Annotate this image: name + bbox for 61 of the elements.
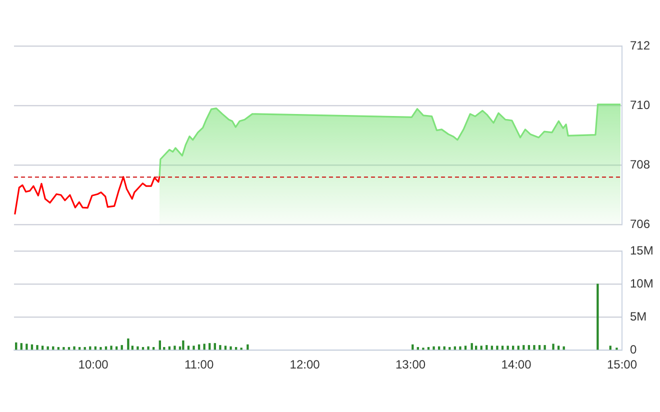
y-tick-label: 712 — [630, 38, 650, 52]
bar — [470, 343, 473, 350]
y-tick-label: 10M — [630, 276, 654, 290]
x-tick-label: 11:00 — [184, 358, 214, 372]
y-tick-label: 706 — [630, 217, 650, 232]
bar — [110, 346, 112, 350]
bar — [136, 346, 139, 350]
bar — [544, 345, 546, 350]
bar — [475, 346, 478, 350]
bar — [432, 346, 435, 350]
bar — [174, 346, 176, 350]
y-tick-label: 0 — [630, 342, 637, 356]
bar — [127, 338, 130, 350]
x-tick-label: 15:00 — [606, 358, 638, 372]
bar — [187, 346, 190, 350]
bar — [246, 344, 249, 350]
bar — [203, 344, 206, 350]
y-tick-label: 5M — [630, 309, 647, 324]
bar — [538, 345, 541, 350]
bar — [120, 345, 123, 350]
bar — [62, 347, 65, 350]
bar — [100, 347, 102, 350]
bar — [480, 346, 482, 350]
bar — [490, 346, 494, 350]
bar — [512, 346, 514, 350]
bar — [459, 346, 462, 350]
bar — [26, 344, 28, 350]
bar — [73, 346, 76, 350]
bar — [182, 340, 184, 350]
bar — [36, 345, 38, 350]
y-tick-label: 15M — [630, 244, 654, 258]
bar — [214, 343, 216, 350]
x-tick-label: 14:00 — [501, 358, 532, 372]
bar — [517, 346, 520, 350]
x-tick-label: 13:00 — [396, 358, 426, 372]
bar — [147, 346, 150, 350]
x-tick-label: 12:00 — [290, 358, 320, 372]
bar — [496, 346, 498, 350]
bar — [208, 343, 211, 350]
bar — [506, 346, 509, 350]
bar — [20, 343, 22, 350]
y-tick-label: 710 — [630, 98, 650, 112]
bar — [533, 345, 536, 350]
bar — [486, 345, 488, 350]
bar — [230, 346, 232, 350]
bar — [522, 345, 525, 350]
bar — [501, 346, 504, 350]
bar — [158, 340, 161, 350]
bar — [131, 346, 134, 350]
bar — [224, 346, 227, 350]
bar — [557, 346, 560, 350]
bar — [609, 346, 612, 350]
y-tick-label: 708 — [630, 158, 650, 172]
bar — [596, 284, 599, 350]
x-tick-label: 10:00 — [78, 358, 109, 372]
bar — [528, 345, 530, 350]
bar — [192, 346, 195, 350]
bar — [41, 346, 44, 350]
bar — [552, 344, 554, 350]
bar — [219, 345, 222, 350]
bar — [464, 346, 467, 350]
